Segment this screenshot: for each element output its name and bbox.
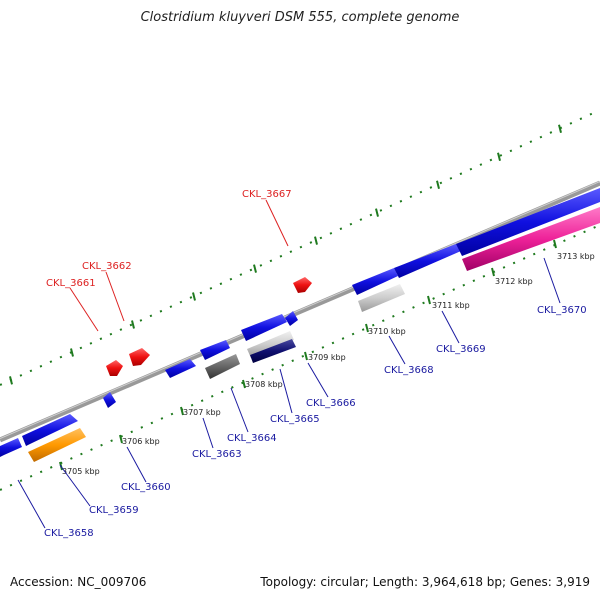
other-features [28, 207, 600, 462]
gene-label[interactable]: CKL_3660 [121, 482, 171, 493]
gene-block [241, 314, 287, 341]
gene-block [293, 277, 312, 293]
genome-backbone-highlight [0, 181, 600, 439]
outer-major-tick [497, 152, 501, 161]
reverse-genes [106, 277, 312, 376]
tick-marks [59, 239, 557, 471]
gene-labels: CKL_3658 CKL_3659 CKL_3660 CKL_3663 CKL_… [44, 189, 587, 539]
tick-label: 3705 kbp [62, 467, 100, 476]
genome-backbone [0, 180, 600, 443]
outer-major-tick [9, 376, 13, 385]
gene-label[interactable]: CKL_3661 [46, 278, 96, 289]
gene-block [22, 414, 78, 446]
gene-block [285, 311, 298, 326]
outer-major-tick [192, 292, 196, 301]
gene-block [103, 392, 116, 408]
gene-block [456, 188, 600, 256]
gene-block [165, 359, 196, 378]
gene-label[interactable]: CKL_3663 [192, 449, 242, 460]
feature-block [28, 428, 86, 462]
forward-genes [0, 188, 600, 457]
tick-label: 3707 kbp [183, 408, 221, 417]
outer-major-tick [558, 124, 562, 134]
map-title: Clostridium kluyveri DSM 555, complete g… [140, 10, 460, 25]
gene-label[interactable]: CKL_3659 [89, 505, 139, 516]
gene-label[interactable]: CKL_3658 [44, 528, 94, 539]
tick-label: 3712 kbp [495, 277, 533, 286]
feature-block [247, 331, 294, 358]
accession-text: Accession: NC_009706 [10, 575, 147, 589]
gene-block [0, 438, 22, 457]
feature-block [250, 339, 296, 363]
outer-major-tick [314, 236, 318, 245]
tick-label: 3711 kbp [432, 301, 470, 310]
outer-major-tick [70, 348, 74, 357]
tick-label: 3708 kbp [245, 380, 283, 389]
gene-block [129, 348, 150, 366]
tick-label: 3710 kbp [368, 327, 406, 336]
outer-major-ticks [9, 124, 562, 385]
gene-block [352, 268, 398, 295]
tick-label: 3709 kbp [308, 353, 346, 362]
gene-label[interactable]: CKL_3665 [270, 414, 320, 425]
outer-major-tick [436, 180, 440, 189]
outer-major-tick [253, 264, 257, 273]
gene-label[interactable]: CKL_3669 [436, 344, 486, 355]
tick-labels: 3705 kbp 3706 kbp 3707 kbp 3708 kbp 3709… [62, 252, 595, 476]
tick-label: 3706 kbp [122, 437, 160, 446]
feature-block [358, 284, 405, 312]
gene-label[interactable]: CKL_3662 [82, 261, 132, 272]
outer-tick-track [0, 109, 600, 386]
feature-block [205, 354, 240, 379]
gene-label[interactable]: CKL_3670 [537, 305, 587, 316]
leader-lines [17, 199, 561, 529]
gene-label[interactable]: CKL_3667 [242, 189, 292, 200]
outer-major-tick [131, 320, 135, 329]
gene-label[interactable]: CKL_3668 [384, 365, 434, 376]
genome-summary: Topology: circular; Length: 3,964,618 bp… [260, 575, 590, 589]
gene-block [394, 244, 461, 278]
gene-block [200, 340, 230, 360]
gene-label[interactable]: CKL_3664 [227, 433, 277, 444]
tick-label: 3713 kbp [557, 252, 595, 261]
feature-block [462, 207, 600, 271]
gene-block [106, 360, 123, 376]
outer-major-tick [375, 208, 379, 217]
gene-label[interactable]: CKL_3666 [306, 398, 356, 409]
